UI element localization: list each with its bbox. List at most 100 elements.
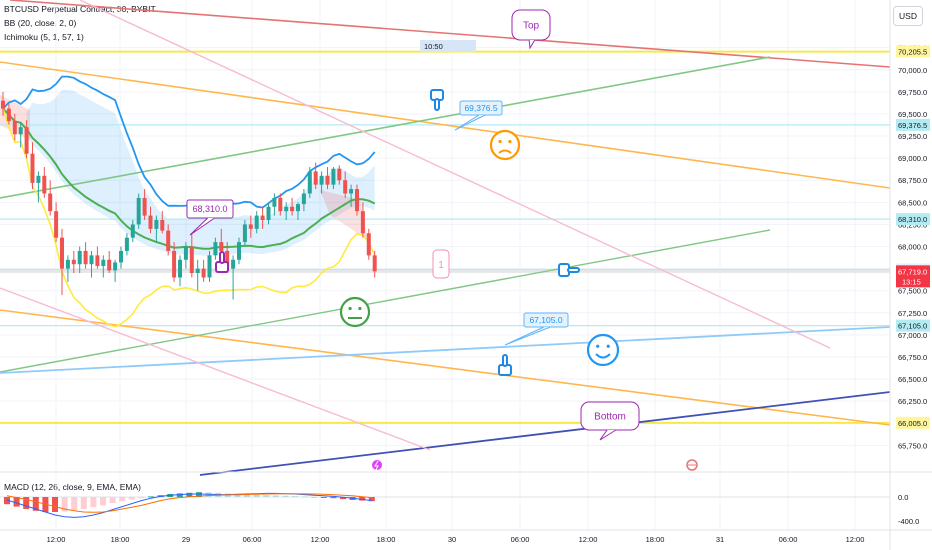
candle-body[interactable] [54, 211, 59, 238]
bb-lower-band[interactable] [2, 108, 376, 328]
pointing-hand-icon[interactable] [558, 263, 580, 277]
candle-body[interactable] [142, 197, 147, 216]
price-tag-box[interactable] [896, 416, 930, 429]
candle-body[interactable] [372, 255, 377, 272]
candle-body[interactable] [360, 211, 365, 234]
candle-body[interactable] [248, 224, 253, 229]
lightning-event-icon[interactable] [372, 460, 382, 470]
candle-body[interactable] [48, 193, 53, 212]
trend-line[interactable] [0, 287, 431, 451]
candle-body[interactable] [42, 175, 47, 194]
candle-body[interactable] [195, 268, 200, 274]
candle-body[interactable] [272, 197, 277, 207]
candle-body[interactable] [290, 206, 295, 212]
candle-body[interactable] [107, 259, 112, 271]
candle-body[interactable] [18, 127, 23, 135]
macd-signal-line[interactable] [6, 493, 372, 513]
candle-body[interactable] [189, 246, 194, 274]
price-tag-box[interactable] [896, 319, 930, 332]
price-tag-box[interactable] [896, 118, 930, 131]
note-marker[interactable]: 1 [432, 249, 450, 279]
candle-body[interactable] [130, 224, 135, 238]
candle-body[interactable] [178, 259, 182, 278]
candle-body[interactable] [260, 215, 265, 221]
candle-body[interactable] [242, 224, 247, 243]
candle-body[interactable] [101, 259, 106, 266]
candle-body[interactable] [83, 250, 88, 265]
note-marker-box[interactable] [432, 249, 450, 279]
candle-body[interactable] [237, 242, 241, 260]
candle-body[interactable] [36, 175, 41, 183]
trend-line[interactable] [0, 56, 771, 199]
candle-body[interactable] [213, 242, 218, 256]
candle-body[interactable] [307, 171, 312, 194]
candle-body[interactable] [166, 230, 171, 251]
confused-face-icon[interactable] [489, 129, 521, 161]
macd-line[interactable] [6, 492, 372, 518]
candle-body[interactable] [172, 250, 177, 278]
candle-body[interactable] [366, 233, 371, 256]
candle-body[interactable] [113, 262, 118, 271]
candle-body[interactable] [319, 175, 324, 185]
candle-body[interactable] [119, 250, 123, 263]
trend-line[interactable] [0, 326, 891, 374]
candle-body[interactable] [89, 255, 94, 265]
candle-body[interactable] [95, 255, 100, 266]
thumbs-up-icon[interactable] [498, 354, 512, 376]
candle-body[interactable] [325, 175, 330, 185]
candle-body[interactable] [225, 250, 230, 269]
candle-body[interactable] [301, 193, 306, 205]
candle-body[interactable] [154, 220, 159, 229]
candle-body[interactable] [284, 206, 289, 212]
candle-body[interactable] [343, 180, 348, 194]
candle-body[interactable] [12, 121, 17, 135]
smiley-face-icon[interactable] [586, 333, 620, 367]
candle-body[interactable] [183, 246, 188, 260]
neutral-face-icon[interactable] [339, 296, 371, 328]
trend-line[interactable] [79, 0, 831, 349]
candle-body[interactable] [254, 215, 259, 229]
callout[interactable]: 67,105.0 [504, 312, 569, 346]
trend-line[interactable] [0, 229, 771, 373]
candle-body[interactable] [160, 220, 165, 231]
trend-line[interactable] [0, 61, 891, 189]
candle-body[interactable] [266, 206, 271, 221]
candle-body[interactable] [124, 237, 129, 251]
candle-body[interactable] [60, 237, 64, 269]
candle-body[interactable] [30, 153, 35, 183]
candle-body[interactable] [296, 204, 300, 212]
ichimoku-indicator-label[interactable]: Ichimoku (5, 1, 57, 1) [4, 32, 84, 42]
candle-body[interactable] [231, 259, 236, 269]
price-tag-box[interactable] [896, 213, 930, 226]
candle-body[interactable] [24, 127, 29, 154]
candle-body[interactable] [77, 250, 82, 265]
macd-indicator-label[interactable]: MACD (12, 26, close, 9, EMA, EMA) [4, 482, 141, 492]
candle-body[interactable] [219, 242, 224, 251]
callout[interactable]: Top [511, 9, 551, 50]
candle-body[interactable] [1, 100, 5, 109]
bb-basis-line[interactable] [2, 108, 376, 250]
candle-body[interactable] [6, 108, 11, 122]
trend-line[interactable] [199, 391, 891, 476]
candle-body[interactable] [278, 197, 283, 212]
candle-body[interactable] [355, 189, 359, 212]
callout[interactable]: 68,310.0 [186, 199, 234, 236]
candle-body[interactable] [313, 171, 318, 185]
currency-button[interactable]: USD [893, 6, 923, 26]
thumbs-down-icon[interactable] [430, 89, 444, 111]
candle-body[interactable] [337, 168, 342, 181]
bb-indicator-label[interactable]: BB (20, close, 2, 0) [4, 18, 77, 28]
candle-body[interactable] [331, 168, 336, 185]
pointing-hand-icon[interactable] [215, 251, 229, 273]
last-price-tag[interactable] [896, 265, 930, 288]
candle-body[interactable] [349, 189, 354, 194]
candle-body[interactable] [65, 259, 70, 269]
trend-line[interactable] [0, 309, 891, 426]
callout[interactable]: Bottom [580, 401, 640, 441]
candle-body[interactable] [136, 197, 141, 225]
candle-body[interactable] [207, 255, 212, 278]
candle-body[interactable] [201, 268, 206, 278]
price-tag-box[interactable] [896, 45, 930, 58]
candle-body[interactable] [148, 215, 153, 229]
